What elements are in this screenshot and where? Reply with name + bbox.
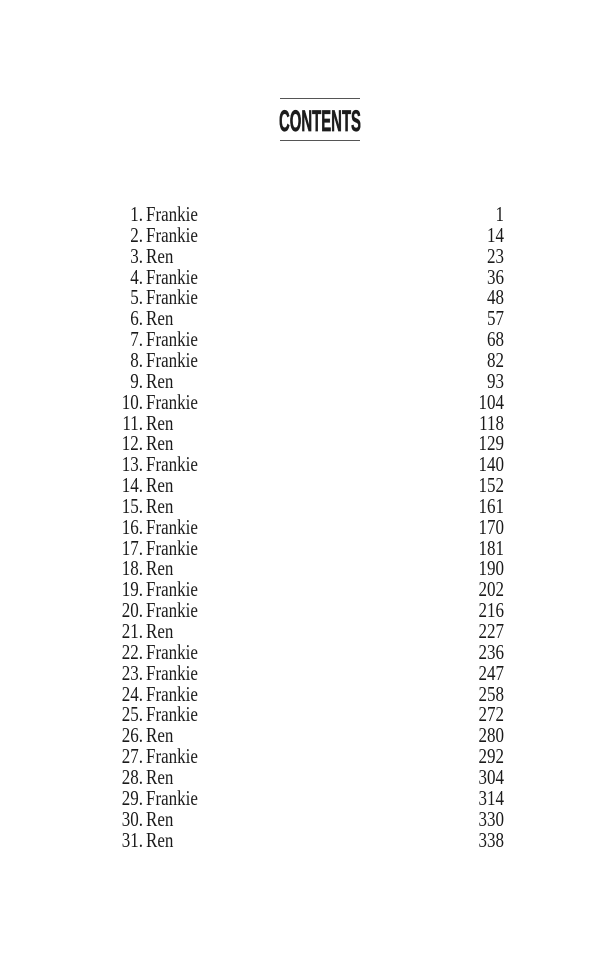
svg-text:CONTENTS: CONTENTS: [279, 105, 361, 136]
